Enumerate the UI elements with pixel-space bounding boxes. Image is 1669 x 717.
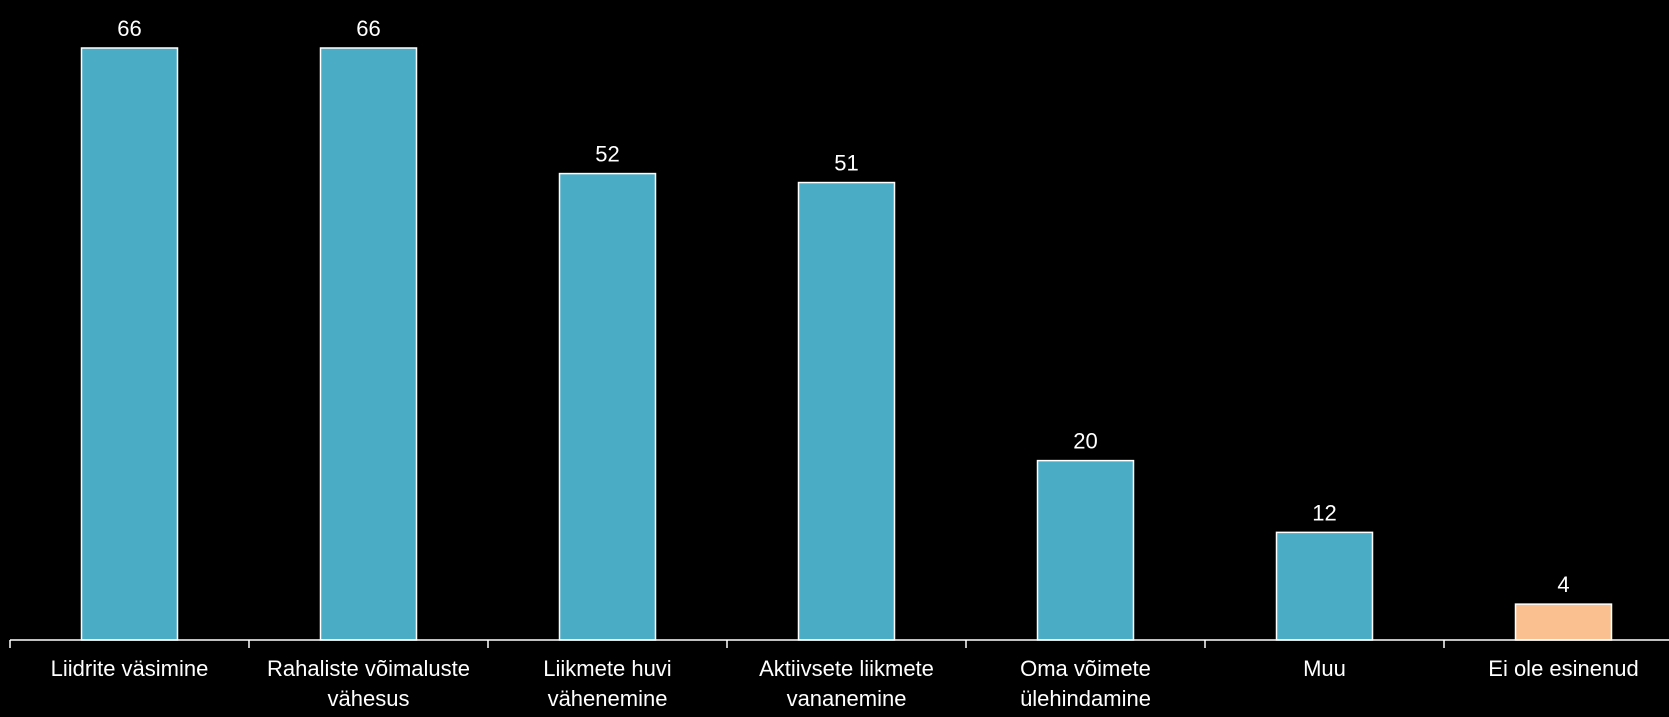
data-label: 12 [1312, 500, 1336, 525]
bar [1275, 531, 1374, 641]
data-label: 52 [595, 142, 619, 167]
data-label: 66 [117, 16, 141, 41]
bar [1514, 603, 1613, 641]
category-label-line: Rahaliste võimaluste [267, 656, 470, 681]
category-label: Aktiivsete liikmete vananemine [759, 656, 934, 711]
category-label: Liidrite väsimine [51, 656, 209, 681]
category-label: Muu [1303, 656, 1346, 681]
data-label: 4 [1557, 572, 1569, 597]
category-label: Liikmete huvi vähenemine [543, 656, 671, 711]
category-label-line: Liikmete huvi [543, 656, 671, 681]
bar [797, 181, 896, 641]
data-label: 66 [356, 16, 380, 41]
value-labels-group: 66 66 52 51 20 12 4 [117, 16, 1569, 597]
category-label-line: vähesus [328, 686, 410, 711]
data-label: 51 [834, 151, 858, 176]
category-label-line: vähenemine [548, 686, 668, 711]
category-label-line: ülehindamine [1020, 686, 1151, 711]
category-label-line: Muu [1303, 656, 1346, 681]
category-label: Ei ole esinenud [1488, 656, 1638, 681]
category-label-line: Liidrite väsimine [51, 656, 209, 681]
category-label-line: Oma võimete [1020, 656, 1151, 681]
x-axis [9, 639, 1669, 648]
data-label: 20 [1073, 429, 1097, 454]
category-label-line: Ei ole esinenud [1488, 656, 1638, 681]
category-label-line: vananemine [787, 686, 907, 711]
category-label: Oma võimete ülehindamine [1020, 656, 1151, 711]
category-label-line: Aktiivsete liikmete [759, 656, 934, 681]
bar [1036, 459, 1135, 641]
bar [80, 47, 179, 641]
category-labels-group: Liidrite väsimine Rahaliste võimaluste väh… [51, 656, 1639, 711]
bar [319, 47, 418, 641]
bars-group [80, 47, 1613, 641]
category-label: Rahaliste võimaluste vähesus [267, 656, 470, 711]
bar [558, 172, 657, 641]
